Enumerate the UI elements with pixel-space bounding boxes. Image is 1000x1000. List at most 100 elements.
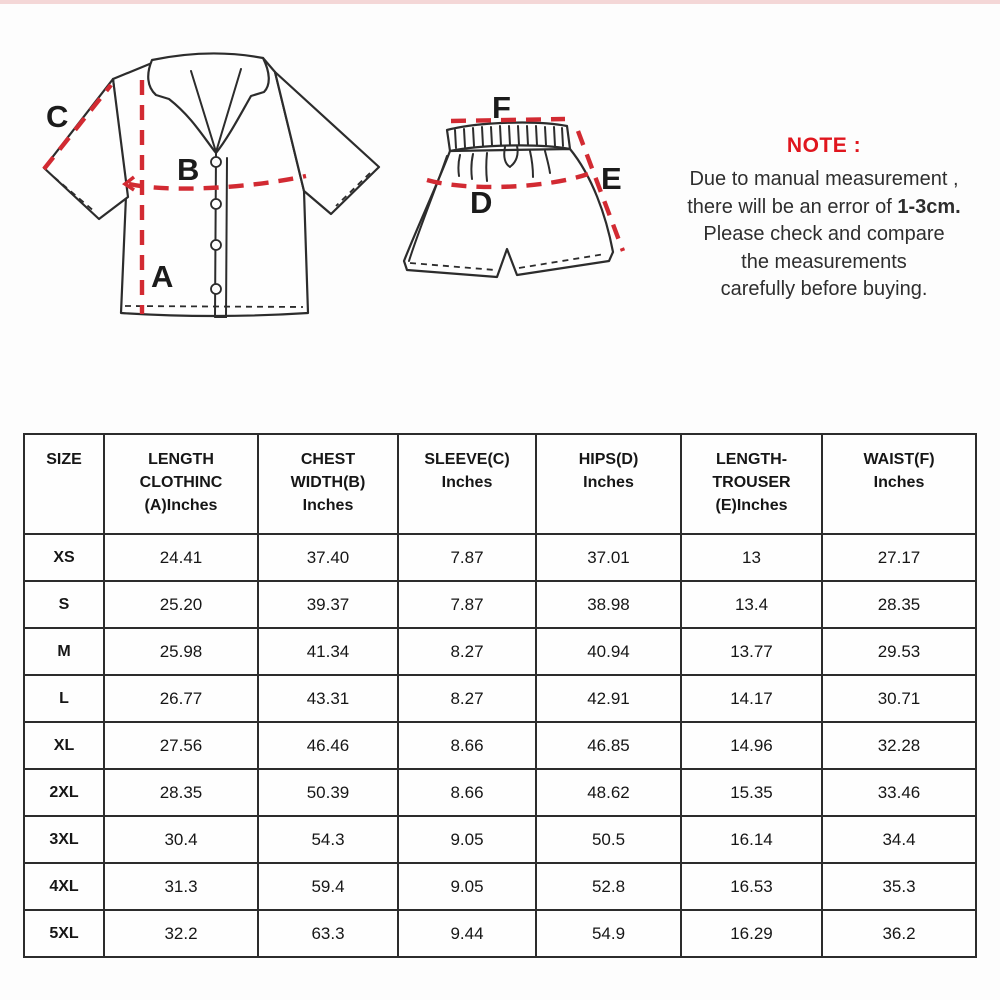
value-cell: 46.85	[535, 721, 682, 770]
value-cell: 14.17	[680, 674, 823, 723]
table-row: 4XL 31.3 59.4 9.05 52.8 16.53 35.3	[23, 862, 977, 911]
value-cell: 9.05	[397, 862, 537, 911]
pajama-shirt-drawing	[42, 52, 381, 318]
value-cell: 31.3	[103, 862, 259, 911]
label-d: D	[470, 185, 493, 220]
table-row: XS 24.41 37.40 7.87 37.01 13 27.17	[23, 533, 977, 582]
note-line-4: the measurements	[741, 250, 907, 273]
label-e: E	[601, 161, 622, 196]
sleeve-c-line	[42, 83, 113, 171]
table-row: 3XL 30.4 54.3 9.05 50.5 16.14 34.4	[23, 815, 977, 864]
value-cell: 25.20	[103, 580, 259, 629]
measurement-diagram	[42, 52, 626, 318]
value-cell: 16.14	[680, 815, 823, 864]
hips-d-line	[426, 171, 589, 190]
value-cell: 52.8	[535, 862, 682, 911]
header-hips: HIPS(D) Inches	[535, 433, 682, 535]
value-cell: 15.35	[680, 768, 823, 817]
value-cell: 7.87	[397, 533, 537, 582]
size-cell: XL	[23, 721, 105, 770]
top-border-strip	[0, 0, 1000, 4]
size-cell: M	[23, 627, 105, 676]
pajama-shorts-drawing	[402, 116, 626, 279]
value-cell: 8.66	[397, 768, 537, 817]
note-line-2-bold: 1-3cm.	[897, 195, 961, 218]
value-cell: 30.4	[103, 815, 259, 864]
value-cell: 38.98	[535, 580, 682, 629]
value-cell: 9.05	[397, 815, 537, 864]
size-cell: XS	[23, 533, 105, 582]
note-line-3: Please check and compare	[703, 223, 945, 245]
size-cell: 2XL	[23, 768, 105, 817]
value-cell: 32.2	[103, 909, 259, 958]
value-cell: 8.66	[397, 721, 537, 770]
header-waist: WAIST(F) Inches	[821, 433, 977, 535]
size-cell: 3XL	[23, 815, 105, 864]
value-cell: 43.31	[257, 674, 399, 723]
value-cell: 30.71	[821, 674, 977, 723]
chest-b-line	[128, 173, 307, 191]
note-line-1: Due to manual measurement ,	[689, 168, 959, 190]
value-cell: 42.91	[535, 674, 682, 723]
table-header-row: SIZE LENGTH CLOTHINC (A)Inches CHEST WID…	[23, 433, 977, 535]
value-cell: 40.94	[535, 627, 682, 676]
label-f: F	[492, 90, 511, 125]
value-cell: 13.77	[680, 627, 823, 676]
value-cell: 8.27	[397, 627, 537, 676]
size-table-body: XS 24.41 37.40 7.87 37.01 13 27.17 S 25.20 39.37 7…	[23, 533, 977, 958]
value-cell: 27.17	[821, 533, 977, 582]
table-row: L 26.77 43.31 8.27 42.91 14.17 30.71	[23, 674, 977, 723]
header-sleeve: SLEEVE(C) Inches	[397, 433, 537, 535]
header-length-clothing: LENGTH CLOTHINC (A)Inches	[103, 433, 259, 535]
header-size: SIZE	[23, 433, 105, 535]
value-cell: 36.2	[821, 909, 977, 958]
value-cell: 8.27	[397, 674, 537, 723]
value-cell: 26.77	[103, 674, 259, 723]
value-cell: 63.3	[257, 909, 399, 958]
label-b: B	[177, 152, 200, 187]
size-cell: S	[23, 580, 105, 629]
value-cell: 37.01	[535, 533, 682, 582]
value-cell: 9.44	[397, 909, 537, 958]
value-cell: 13.4	[680, 580, 823, 629]
value-cell: 16.53	[680, 862, 823, 911]
note-title: NOTE :	[786, 134, 862, 157]
table-row: 2XL 28.35 50.39 8.66 48.62 15.35 33.46	[23, 768, 977, 817]
value-cell: 25.98	[103, 627, 259, 676]
value-cell: 39.37	[257, 580, 399, 629]
chest-b-arrow	[122, 175, 136, 192]
value-cell: 50.5	[535, 815, 682, 864]
value-cell: 28.35	[103, 768, 259, 817]
size-cell: 5XL	[23, 909, 105, 958]
value-cell: 37.40	[257, 533, 399, 582]
size-chart-table: SIZE LENGTH CLOTHINC (A)Inches CHEST WID…	[23, 433, 977, 958]
value-cell: 24.41	[103, 533, 259, 582]
value-cell: 59.4	[257, 862, 399, 911]
label-c: C	[46, 99, 69, 134]
size-cell: L	[23, 674, 105, 723]
value-cell: 32.28	[821, 721, 977, 770]
value-cell: 28.35	[821, 580, 977, 629]
value-cell: 27.56	[103, 721, 259, 770]
note-section: NOTE : Due to manual measurement , there…	[648, 134, 1000, 304]
size-cell: 4XL	[23, 862, 105, 911]
table-row: 5XL 32.2 63.3 9.44 54.9 16.29 36.2	[23, 909, 977, 958]
value-cell: 54.3	[257, 815, 399, 864]
waist-f-line	[450, 116, 566, 124]
value-cell: 33.46	[821, 768, 977, 817]
value-cell: 29.53	[821, 627, 977, 676]
value-cell: 34.4	[821, 815, 977, 864]
value-cell: 16.29	[680, 909, 823, 958]
value-cell: 46.46	[257, 721, 399, 770]
value-cell: 14.96	[680, 721, 823, 770]
note-line-2-text: there will be an error of	[687, 195, 898, 218]
note-line-5: carefully before buying.	[720, 278, 928, 300]
table-row: XL 27.56 46.46 8.66 46.85 14.96 32.28	[23, 721, 977, 770]
table-row: S 25.20 39.37 7.87 38.98 13.4 28.35	[23, 580, 977, 629]
value-cell: 35.3	[821, 862, 977, 911]
value-cell: 48.62	[535, 768, 682, 817]
label-a: A	[151, 259, 174, 294]
value-cell: 54.9	[535, 909, 682, 958]
note-line-2: there will be an error of 1-3cm.	[648, 194, 1000, 222]
